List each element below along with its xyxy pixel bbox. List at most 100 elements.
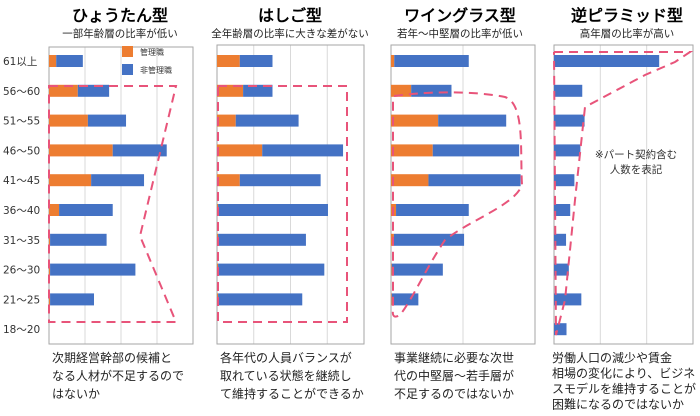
bar-manager: [217, 84, 244, 97]
panel-description-line: て維持することができるか: [220, 386, 364, 401]
bar-non-manager: [554, 293, 582, 306]
highlight-outline: [48, 85, 178, 323]
plot-area: [553, 44, 694, 345]
highlight-outline: [553, 51, 694, 336]
bar-non-manager: [432, 144, 520, 157]
bar-non-manager: [239, 174, 321, 187]
bar-manager: [49, 114, 88, 127]
panel-description-line: 困難になるのではないか: [552, 397, 684, 412]
bar-non-manager: [243, 84, 273, 97]
note-line-2: 人数を表記: [610, 163, 663, 176]
y-axis-labels: 61以上 56～60 51～55 46～50 41～45 36～40 31～35 26～30 2…: [3, 56, 40, 336]
plot-area: [48, 46, 194, 345]
bar-non-manager: [391, 263, 443, 276]
y-tick-label: 26～30: [3, 265, 40, 277]
y-tick-label: 31～35: [3, 235, 40, 247]
bar-non-manager: [56, 55, 83, 67]
plot-area: [390, 44, 536, 345]
highlight-outline: [217, 85, 348, 323]
bar-non-manager: [218, 204, 328, 216]
panel-description-line: スモデルを維持することが: [552, 381, 696, 396]
panel-subtitle: 高年層の比率が高い: [580, 27, 675, 40]
panel-4: 逆ピラミッド型高年層の比率が高い労働人口の減少や賃金相場の変化により、ビジネスモ…: [552, 6, 696, 412]
bar-non-manager: [554, 174, 575, 187]
y-tick-label: 51～55: [3, 116, 40, 128]
bar-manager: [391, 84, 412, 97]
panel-description-line: 不足するのではないか: [394, 387, 514, 401]
bar-non-manager: [554, 55, 660, 67]
y-tick-label: 61以上: [3, 56, 37, 68]
chart-panels: ひょうたん型一部年齢層の比率が低い次期経営幹部の候補となる人材が不足するのではな…: [48, 6, 696, 412]
bar-non-manager: [239, 55, 273, 67]
bar-non-manager: [411, 84, 452, 97]
bar-non-manager: [554, 114, 585, 127]
bar-manager: [217, 114, 236, 127]
bar-manager: [391, 55, 395, 67]
panel-2: はしご型全年齢層の比率に大きな差がない各年代の人員バランスが取れている状態を継続…: [211, 6, 369, 401]
bar-non-manager: [438, 114, 507, 127]
legend-label-non-manager: 非管理職: [140, 65, 172, 75]
bar-non-manager: [394, 55, 469, 67]
panel-description-line: 各年代の人員バランスが: [220, 350, 352, 365]
bar-non-manager: [77, 84, 110, 97]
panel-description-line: 代の中堅層～若手層が: [394, 368, 514, 383]
bar-manager: [391, 174, 429, 187]
bar-non-manager: [393, 233, 465, 246]
y-tick-label: 46～50: [3, 145, 40, 157]
panel-title: 逆ピラミッド型: [571, 6, 683, 25]
bar-non-manager: [50, 293, 94, 306]
panel-description-line: 次期経営幹部の候補と: [52, 350, 172, 365]
bar-non-manager: [112, 144, 167, 157]
y-tick-label: 18～20: [3, 324, 40, 336]
bar-manager: [391, 114, 439, 127]
bar-non-manager: [59, 204, 113, 216]
bar-non-manager: [396, 204, 469, 216]
panel-title: ひょうたん型: [72, 6, 168, 25]
panel-description-line: 事業継続に必要な次世: [394, 350, 514, 365]
legend-swatch-non-manager: [122, 64, 133, 75]
y-tick-label: 36～40: [3, 205, 40, 217]
legend-label-manager: 管理職: [140, 47, 164, 57]
bar-manager: [391, 144, 433, 157]
bar-non-manager: [554, 263, 569, 276]
panel-description-line: 取れている状態を継続し: [220, 368, 352, 383]
bar-non-manager: [554, 144, 581, 157]
bar-non-manager: [50, 263, 136, 276]
panel-title: はしご型: [258, 6, 322, 25]
bar-manager: [217, 144, 263, 157]
bar-manager: [49, 84, 78, 97]
bar-non-manager: [87, 114, 127, 127]
bar-non-manager: [428, 174, 521, 187]
bar-non-manager: [554, 84, 583, 97]
bar-non-manager: [235, 114, 299, 127]
bar-non-manager: [218, 233, 306, 246]
panel-description-line: 労働人口の減少や賃金: [552, 350, 672, 365]
panel-subtitle: 一部年齢層の比率が低い: [62, 27, 178, 40]
panel-description-line: はないか: [52, 387, 100, 401]
highlight-outline: [391, 91, 524, 318]
note-line-1: ※パート契約含む: [595, 148, 677, 161]
y-tick-label: 41～45: [3, 175, 40, 187]
bar-manager: [49, 174, 92, 187]
bar-manager: [49, 233, 51, 246]
bar-non-manager: [218, 263, 325, 276]
panel-subtitle: 全年齢層の比率に大きな差がない: [211, 27, 369, 40]
bar-manager: [49, 144, 113, 157]
bar-non-manager: [91, 174, 145, 187]
bar-manager: [49, 204, 60, 216]
bar-non-manager: [391, 293, 419, 306]
bar-non-manager: [218, 293, 303, 306]
legend: 管理職 非管理職: [122, 46, 172, 75]
y-tick-label: 56～60: [3, 86, 40, 98]
bar-manager: [391, 263, 392, 276]
panel-title: ワイングラス型: [404, 6, 516, 25]
bar-non-manager: [50, 233, 107, 246]
panel-description-line: 相場の変化により、ビジネ: [552, 366, 695, 381]
panel-description-line: なる人材が不足するので: [52, 368, 184, 383]
bar-manager: [49, 293, 51, 306]
panel-subtitle: 若年～中堅層の比率が低い: [397, 27, 523, 40]
bar-manager: [217, 55, 240, 67]
panel-3: ワイングラス型若年～中堅層の比率が低い事業継続に必要な次世代の中堅層～若手層が不…: [390, 6, 536, 401]
bar-non-manager: [262, 144, 344, 157]
